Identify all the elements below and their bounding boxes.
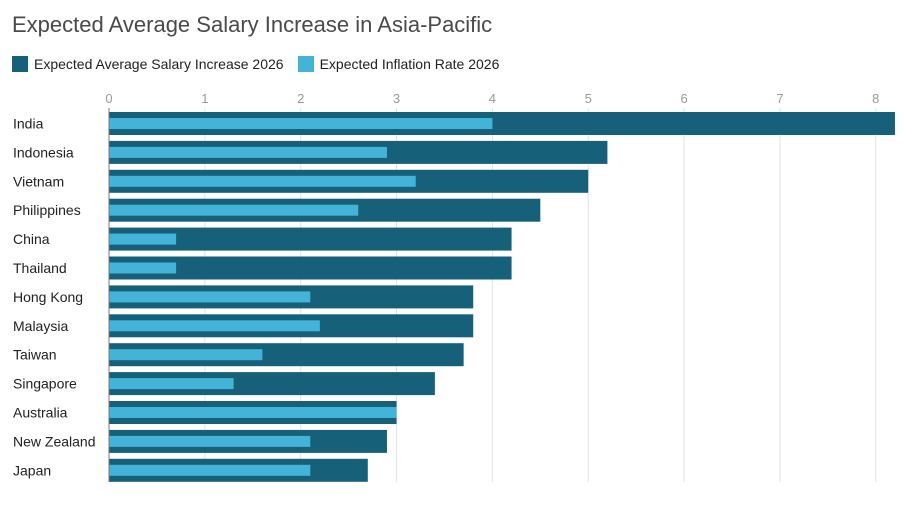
x-tick-label-4: 4 (489, 91, 496, 106)
chart-title: Expected Average Salary Increase in Asia… (12, 12, 493, 37)
category-label-singapore: Singapore (13, 376, 77, 392)
category-label-thailand: Thailand (13, 260, 67, 276)
category-label-new-zealand: New Zealand (13, 433, 96, 449)
bar-inflation-philippines (109, 204, 359, 216)
bar-inflation-singapore (109, 378, 234, 390)
legend-label-inflation: Expected Inflation Rate 2026 (319, 56, 500, 72)
x-tick-label-6: 6 (680, 91, 687, 106)
category-label-japan: Japan (13, 462, 51, 478)
x-tick-label-3: 3 (393, 91, 400, 106)
x-tick-label-0: 0 (105, 91, 112, 106)
x-tick-label-1: 1 (201, 91, 208, 106)
category-label-indonesia: Indonesia (13, 144, 74, 160)
x-tick-label-8: 8 (872, 91, 879, 106)
legend-swatch-inflation (297, 56, 314, 72)
legend-item-inflation: Expected Inflation Rate 2026 (297, 56, 500, 72)
category-label-philippines: Philippines (13, 202, 81, 218)
legend: Expected Average Salary Increase 2026 Ex… (12, 56, 499, 72)
category-label-australia: Australia (13, 405, 68, 421)
x-tick-label-5: 5 (585, 91, 592, 106)
category-labels: India Indonesia Vietnam Philippines China Tha… (13, 116, 96, 479)
bar-salary-singapore (109, 372, 435, 396)
bar-inflation-new-zealand (109, 435, 311, 447)
bar-inflation-china (109, 233, 177, 245)
bar-inflation-vietnam (109, 175, 416, 187)
category-label-hong-kong: Hong Kong (13, 289, 83, 305)
bar-inflation-japan (109, 464, 311, 476)
category-label-india: India (13, 116, 44, 132)
bar-inflation-thailand (109, 262, 177, 274)
bars (109, 112, 895, 482)
category-label-vietnam: Vietnam (13, 173, 64, 189)
legend-label-salary: Expected Average Salary Increase 2026 (34, 56, 284, 72)
bar-inflation-indonesia (109, 146, 387, 158)
bar-inflation-india (109, 118, 493, 129)
bar-inflation-hong-kong (109, 291, 311, 303)
category-label-china: China (13, 231, 50, 247)
bar-salary-china (109, 227, 512, 251)
bar-inflation-taiwan (109, 349, 263, 361)
bar-salary-taiwan (109, 343, 464, 367)
bar-salary-thailand (109, 256, 512, 280)
x-tick-label-2: 2 (297, 91, 304, 106)
x-axis-ticks: 0 1 2 3 4 5 6 7 8 (105, 91, 879, 106)
category-label-malaysia: Malaysia (13, 318, 68, 334)
bar-inflation-malaysia (109, 320, 320, 332)
category-label-taiwan: Taiwan (13, 347, 57, 363)
bar-inflation-australia (109, 407, 397, 418)
bar-salary-india (109, 112, 895, 135)
legend-item-salary: Expected Average Salary Increase 2026 (12, 56, 284, 72)
legend-swatch-salary (12, 56, 28, 72)
x-tick-label-7: 7 (776, 91, 783, 106)
